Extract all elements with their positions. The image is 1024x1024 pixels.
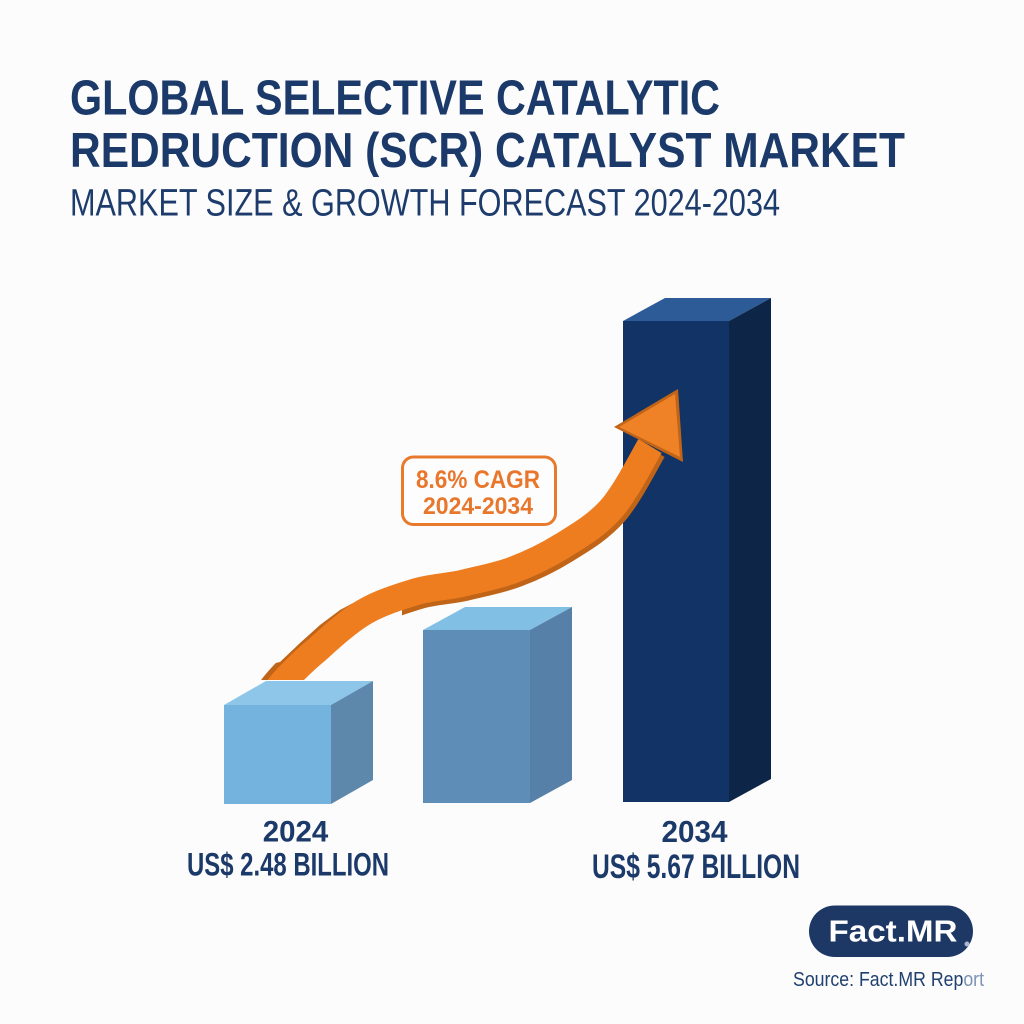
svg-text:REDRUCTION (SCR) CATALYST MARK: REDRUCTION (SCR) CATALYST MARKET (70, 124, 905, 178)
svg-text:US$ 2.48 BILLION: US$ 2.48 BILLION (187, 847, 389, 883)
svg-text:MARKET SIZE & GROWTH FORECAST: MARKET SIZE & GROWTH FORECAST 2024-2034 (70, 183, 780, 225)
svg-text:Source: Fact.MR Report: Source: Fact.MR Report (793, 969, 984, 991)
svg-text:8.6% CAGR: 8.6% CAGR (416, 466, 540, 494)
svg-text:GLOBAL SELECTIVE CATALYTIC: GLOBAL SELECTIVE CATALYTIC (70, 72, 720, 126)
svg-text:Fact.MR: Fact.MR (829, 915, 958, 949)
svg-text:2034: 2034 (662, 814, 729, 849)
svg-text:2024: 2024 (263, 816, 329, 849)
svg-text:2024-2034: 2024-2034 (423, 493, 534, 520)
svg-text:US$ 5.67 BILLION: US$ 5.67 BILLION (592, 848, 800, 886)
